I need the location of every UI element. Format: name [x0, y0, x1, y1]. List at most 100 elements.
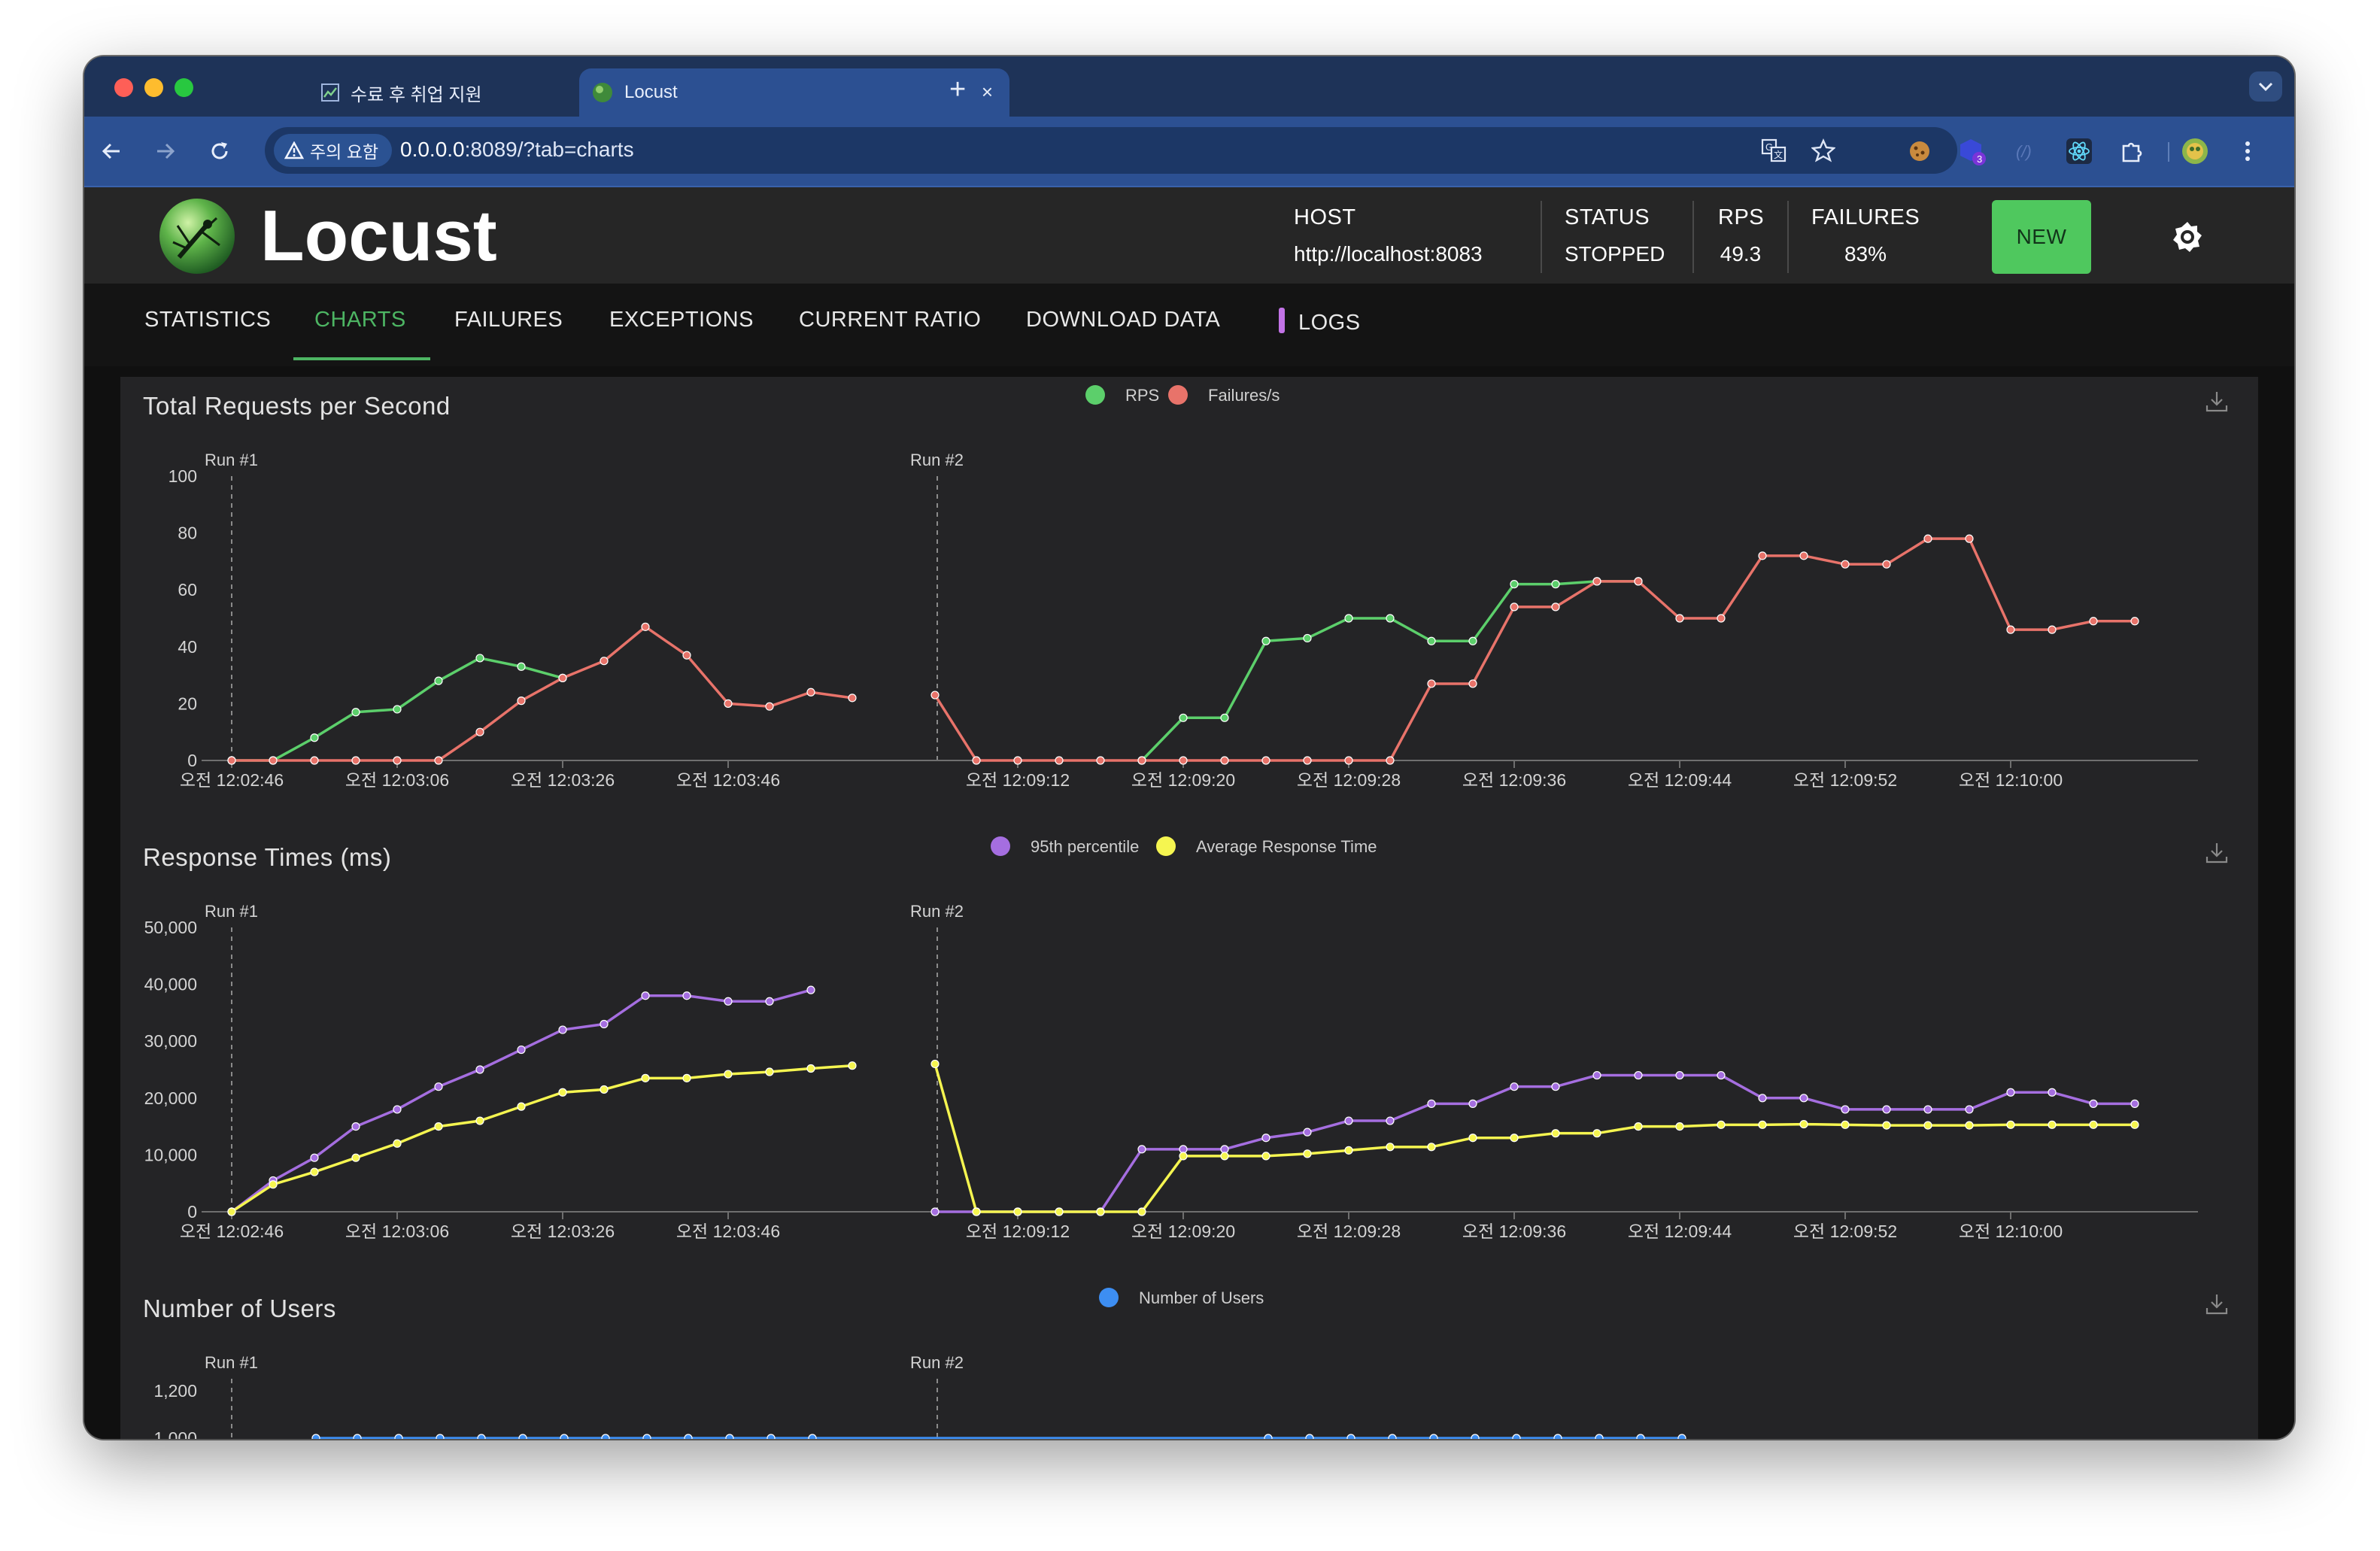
star-icon [1811, 138, 1835, 162]
data-point [475, 654, 484, 663]
extensions-menu-button[interactable] [2117, 136, 2147, 166]
logs-alert-icon [1279, 308, 1285, 333]
x-tick-label: 오전 12:10:00 [1959, 770, 2063, 790]
locust-app: Locust HOST http://localhost:8083 STATUS… [84, 187, 2294, 1439]
status-stat: STATUS STOPPED [1565, 205, 1665, 266]
react-devtools-button[interactable] [2064, 136, 2094, 166]
data-point [2130, 1099, 2139, 1108]
data-point [682, 651, 691, 660]
translate-button[interactable]: G 文 [1759, 135, 1789, 165]
data-point [724, 997, 733, 1006]
x-tick-label: 오전 12:03:06 [345, 770, 449, 790]
data-point [1965, 1105, 1974, 1114]
brackets-icon: (/) [2016, 142, 2032, 161]
browser-tab-active[interactable]: Locust × [579, 68, 1009, 117]
tab-current-ratio[interactable]: CURRENT RATIO [799, 308, 982, 332]
rps-value: 49.3 [1720, 242, 1762, 266]
tab-download-data[interactable]: DOWNLOAD DATA [1026, 308, 1221, 332]
data-point [1386, 1143, 1395, 1152]
data-point [1055, 756, 1064, 765]
data-point [227, 756, 236, 765]
address-bar[interactable]: 주의 요함 0.0.0.0:8089/?tab=charts G 文 [265, 127, 1957, 174]
browser-menu-button[interactable] [2233, 136, 2263, 166]
back-button[interactable] [96, 136, 126, 166]
x-tick-label: 오전 12:09:36 [1462, 770, 1566, 790]
profile-button[interactable] [2180, 136, 2210, 166]
series-line [933, 1063, 2135, 1213]
tab-statistics[interactable]: STATISTICS [144, 308, 272, 332]
tab-logs[interactable]: LOGS [1279, 308, 1361, 335]
data-point [393, 756, 402, 765]
data-point [1882, 560, 1891, 569]
close-tab-icon[interactable]: × [981, 80, 993, 103]
data-point [227, 1207, 236, 1216]
run-marker-label: Run #1 [205, 902, 258, 921]
svg-text:G: G [1765, 141, 1773, 153]
data-point [393, 1139, 402, 1148]
legend-swatch [1156, 836, 1176, 856]
arrow-right-icon [157, 143, 175, 159]
data-point [1841, 1120, 1850, 1129]
cookie-extension-button[interactable] [1905, 136, 1935, 166]
locust-favicon-icon [593, 83, 612, 102]
close-window-button[interactable] [114, 78, 133, 97]
data-point [1510, 1082, 1519, 1091]
reload-button[interactable] [205, 136, 235, 166]
tab-charts[interactable]: CHARTS [314, 308, 406, 332]
data-point [808, 1434, 817, 1439]
data-point [2048, 625, 2057, 634]
data-point [600, 1085, 609, 1094]
run-marker-label: Run #1 [205, 1353, 258, 1372]
data-point [682, 1073, 691, 1082]
data-point [1965, 1121, 1974, 1130]
minimize-window-button[interactable] [144, 78, 163, 97]
tab-exceptions[interactable]: EXCEPTIONS [609, 308, 754, 332]
data-point [724, 699, 733, 708]
data-point [1468, 1134, 1477, 1143]
chart-title: Total Requests per Second [143, 392, 451, 420]
data-point [1510, 1134, 1519, 1143]
svg-text:(/): (/) [2016, 142, 2032, 161]
react-query-extension-button[interactable]: (/) [2011, 136, 2042, 166]
download-chart-icon[interactable] [2204, 389, 2230, 414]
cube-extension-icon: 3 [1960, 139, 1986, 165]
data-point [1179, 756, 1188, 765]
data-point [1592, 1070, 1601, 1080]
download-chart-icon[interactable] [2204, 1291, 2230, 1317]
url-text[interactable]: 0.0.0.0:8089/?tab=charts [400, 138, 634, 162]
x-tick-label: 오전 12:03:46 [676, 770, 780, 790]
data-point [1427, 1143, 1436, 1152]
zoom-window-button[interactable] [175, 78, 193, 97]
data-point [475, 727, 484, 736]
download-chart-icon[interactable] [2204, 840, 2230, 866]
data-point [1799, 1119, 1808, 1129]
new-tab-button[interactable]: + [949, 74, 967, 105]
data-point [269, 756, 278, 765]
cookie-icon [1910, 141, 1929, 161]
tab-search-button[interactable] [2249, 71, 2282, 102]
legend-swatch [991, 836, 1010, 856]
new-test-button[interactable]: NEW [1992, 200, 2091, 274]
x-tick-label: 오전 12:03:26 [511, 1222, 615, 1241]
x-tick-label: 오전 12:09:36 [1462, 1222, 1566, 1241]
stat-divider [1692, 201, 1694, 273]
security-warning-chip[interactable]: 주의 요함 [274, 134, 393, 167]
bookmark-star-button[interactable] [1808, 135, 1838, 165]
data-point [601, 1434, 610, 1439]
data-point [393, 1105, 402, 1114]
run-marker-label: Run #1 [205, 451, 258, 469]
data-point [2130, 1120, 2139, 1129]
forward-button[interactable] [150, 136, 181, 166]
brightness-icon [2173, 222, 2202, 252]
theme-toggle-button[interactable] [2171, 220, 2204, 253]
tab-failures[interactable]: FAILURES [454, 308, 563, 332]
extension-badge-count: 3 [1977, 153, 1982, 165]
data-point [269, 1180, 278, 1189]
y-tick-label: 50,000 [144, 918, 197, 937]
x-tick-label: 오전 12:03:26 [511, 770, 615, 790]
data-point [1799, 551, 1808, 560]
extension-badge-button[interactable]: 3 [1957, 136, 1987, 166]
data-point [1468, 636, 1477, 645]
data-point [641, 991, 650, 1000]
app-tab-bar: STATISTICS CHARTS FAILURES EXCEPTIONS CU… [84, 284, 2294, 366]
